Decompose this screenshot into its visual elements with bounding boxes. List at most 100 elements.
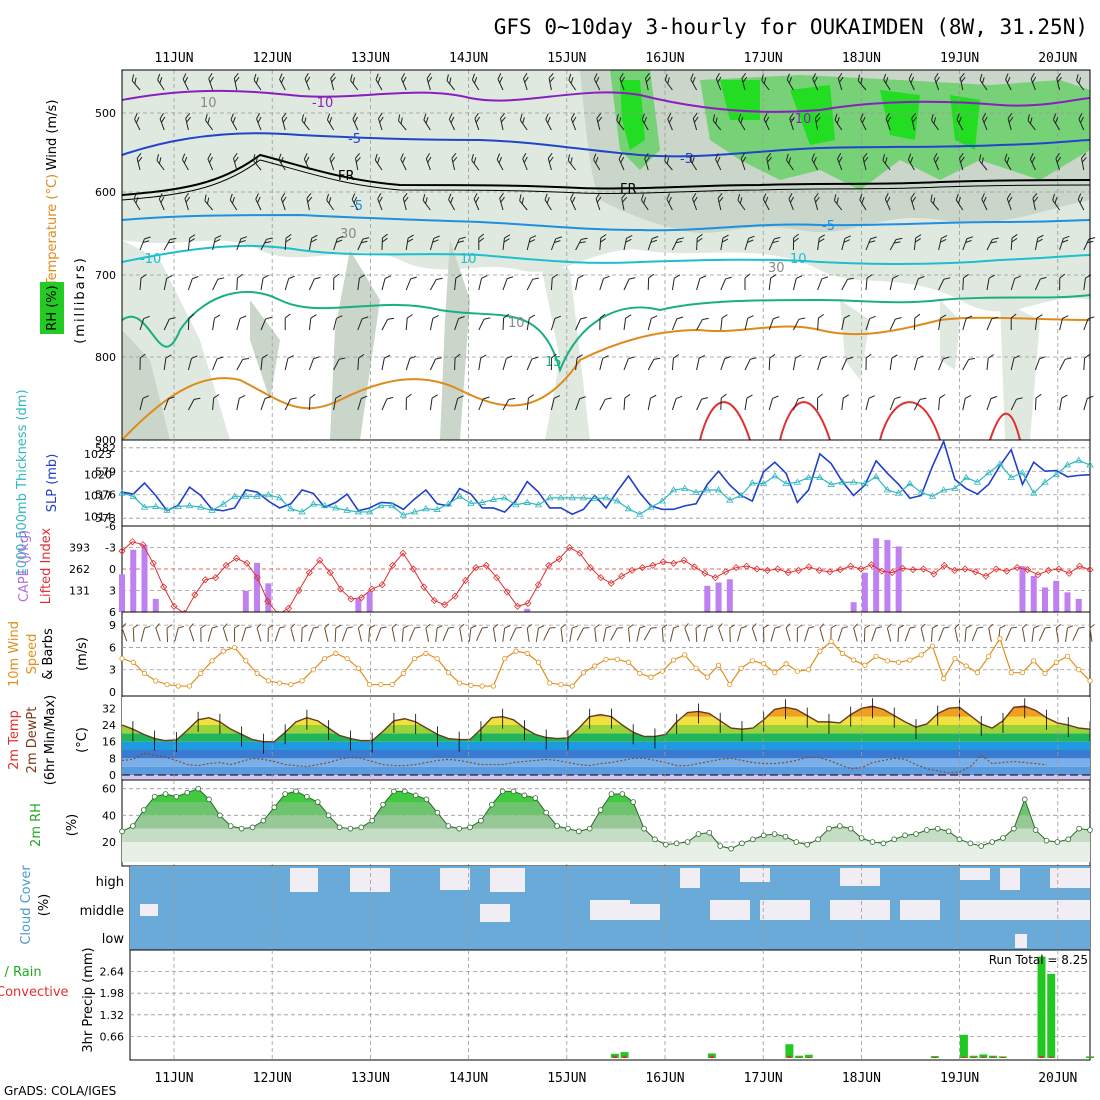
barb-flag [740,625,747,629]
wind-speed-point [592,663,598,669]
barb-flag [1005,73,1009,80]
lifted-index-point [878,567,886,575]
barb-flag [696,233,703,239]
wind-barb [959,72,966,91]
barb-shaft [550,277,553,291]
contour-label: 30 [340,227,357,242]
barb-shaft [913,358,918,371]
barb-shaft [1038,627,1046,641]
wind-speed-point [637,670,643,677]
barb-shaft [446,80,455,91]
barb-flag [690,73,694,80]
wind-barb [575,396,586,411]
barb-shaft [1065,627,1068,642]
wind-barb [647,273,655,291]
barb-flag [384,275,392,279]
barb-flag [500,196,505,203]
barb-shaft [911,118,915,131]
rh-shade-mid-d [440,240,470,440]
barb-flag [255,157,258,164]
barb-shaft [720,358,726,371]
slp-panel-frame [121,439,1091,527]
thickness-point [197,503,205,510]
wind-barb [661,624,668,643]
barb-shaft [158,198,165,211]
contour-label: 10 [508,316,525,331]
rh-point [771,831,778,837]
barb-flag [352,77,356,84]
barb-flag [620,156,625,163]
barb-flag [815,116,821,123]
rh-point [1076,825,1082,832]
barb-shaft [308,358,314,371]
barb-flag [786,73,790,80]
barb-shaft [964,627,967,642]
lifted-index-point [337,585,345,593]
wind-speed-point [659,668,665,674]
barb-flag [883,73,887,81]
barb-shaft [751,627,758,642]
wind-barb [303,153,310,171]
barb-shaft [233,78,238,91]
wind-barb [933,153,940,171]
barb-shaft [593,79,601,91]
barb-flag [529,314,536,319]
barb-flag [353,196,358,204]
wind-speed-point [299,678,305,684]
barb-flag [675,395,683,400]
rh-point [304,793,310,800]
barb-shaft [904,627,911,642]
barb-flag [475,116,481,123]
barb-shaft [425,627,430,642]
rh-point [206,796,212,803]
wind-speed-point [310,667,316,673]
barb-flag [358,623,363,629]
barb-flag [1079,196,1084,204]
barb-shaft [955,199,964,211]
barb-shaft [473,198,480,211]
barb-shaft [139,318,145,331]
cloud-cover-blocks [130,866,1090,950]
barb-flag [213,394,220,399]
wind-speed-point [817,648,823,654]
barb-flag [1055,152,1060,159]
wind-barb [333,273,340,291]
thickness-point [939,486,948,493]
wind-speed-point [614,656,620,662]
barb-flag [143,315,150,320]
barb-flag [1037,234,1044,239]
wind-tick-label: 6 [109,641,116,654]
barb-flag [361,240,368,244]
barb-shaft [405,238,409,251]
convective-bar [981,1056,986,1058]
temp-band [122,766,1090,775]
barb-shaft [889,358,893,371]
wind-barb [913,276,925,291]
lifted-index-point [982,572,990,580]
wind-barb [139,315,150,331]
slp-tick-label: 1023 [84,448,112,461]
wind-speed-point [749,658,755,664]
barb-flag [161,116,166,123]
wind-barb [405,393,412,411]
temp-band [122,775,1090,780]
thickness-point [275,494,284,501]
barb-flag [641,193,644,201]
wind-speed-point [243,658,249,664]
barb-flag [837,153,842,160]
wind-speed-point [783,661,789,667]
y-tick-label: 600 [95,186,116,199]
barb-flag [407,238,414,243]
wind-barb [667,113,673,131]
barb-shaft [1083,278,1086,291]
wind-barb [163,317,176,331]
barb-shaft [333,318,337,331]
wind-barb [400,153,407,171]
wind-barb [1034,393,1042,411]
barb-flag [503,313,510,319]
wind-barb [931,113,940,131]
barb-shaft [671,358,674,371]
precip-label-b: Convective [0,985,69,1000]
wind-barb [1030,73,1037,91]
